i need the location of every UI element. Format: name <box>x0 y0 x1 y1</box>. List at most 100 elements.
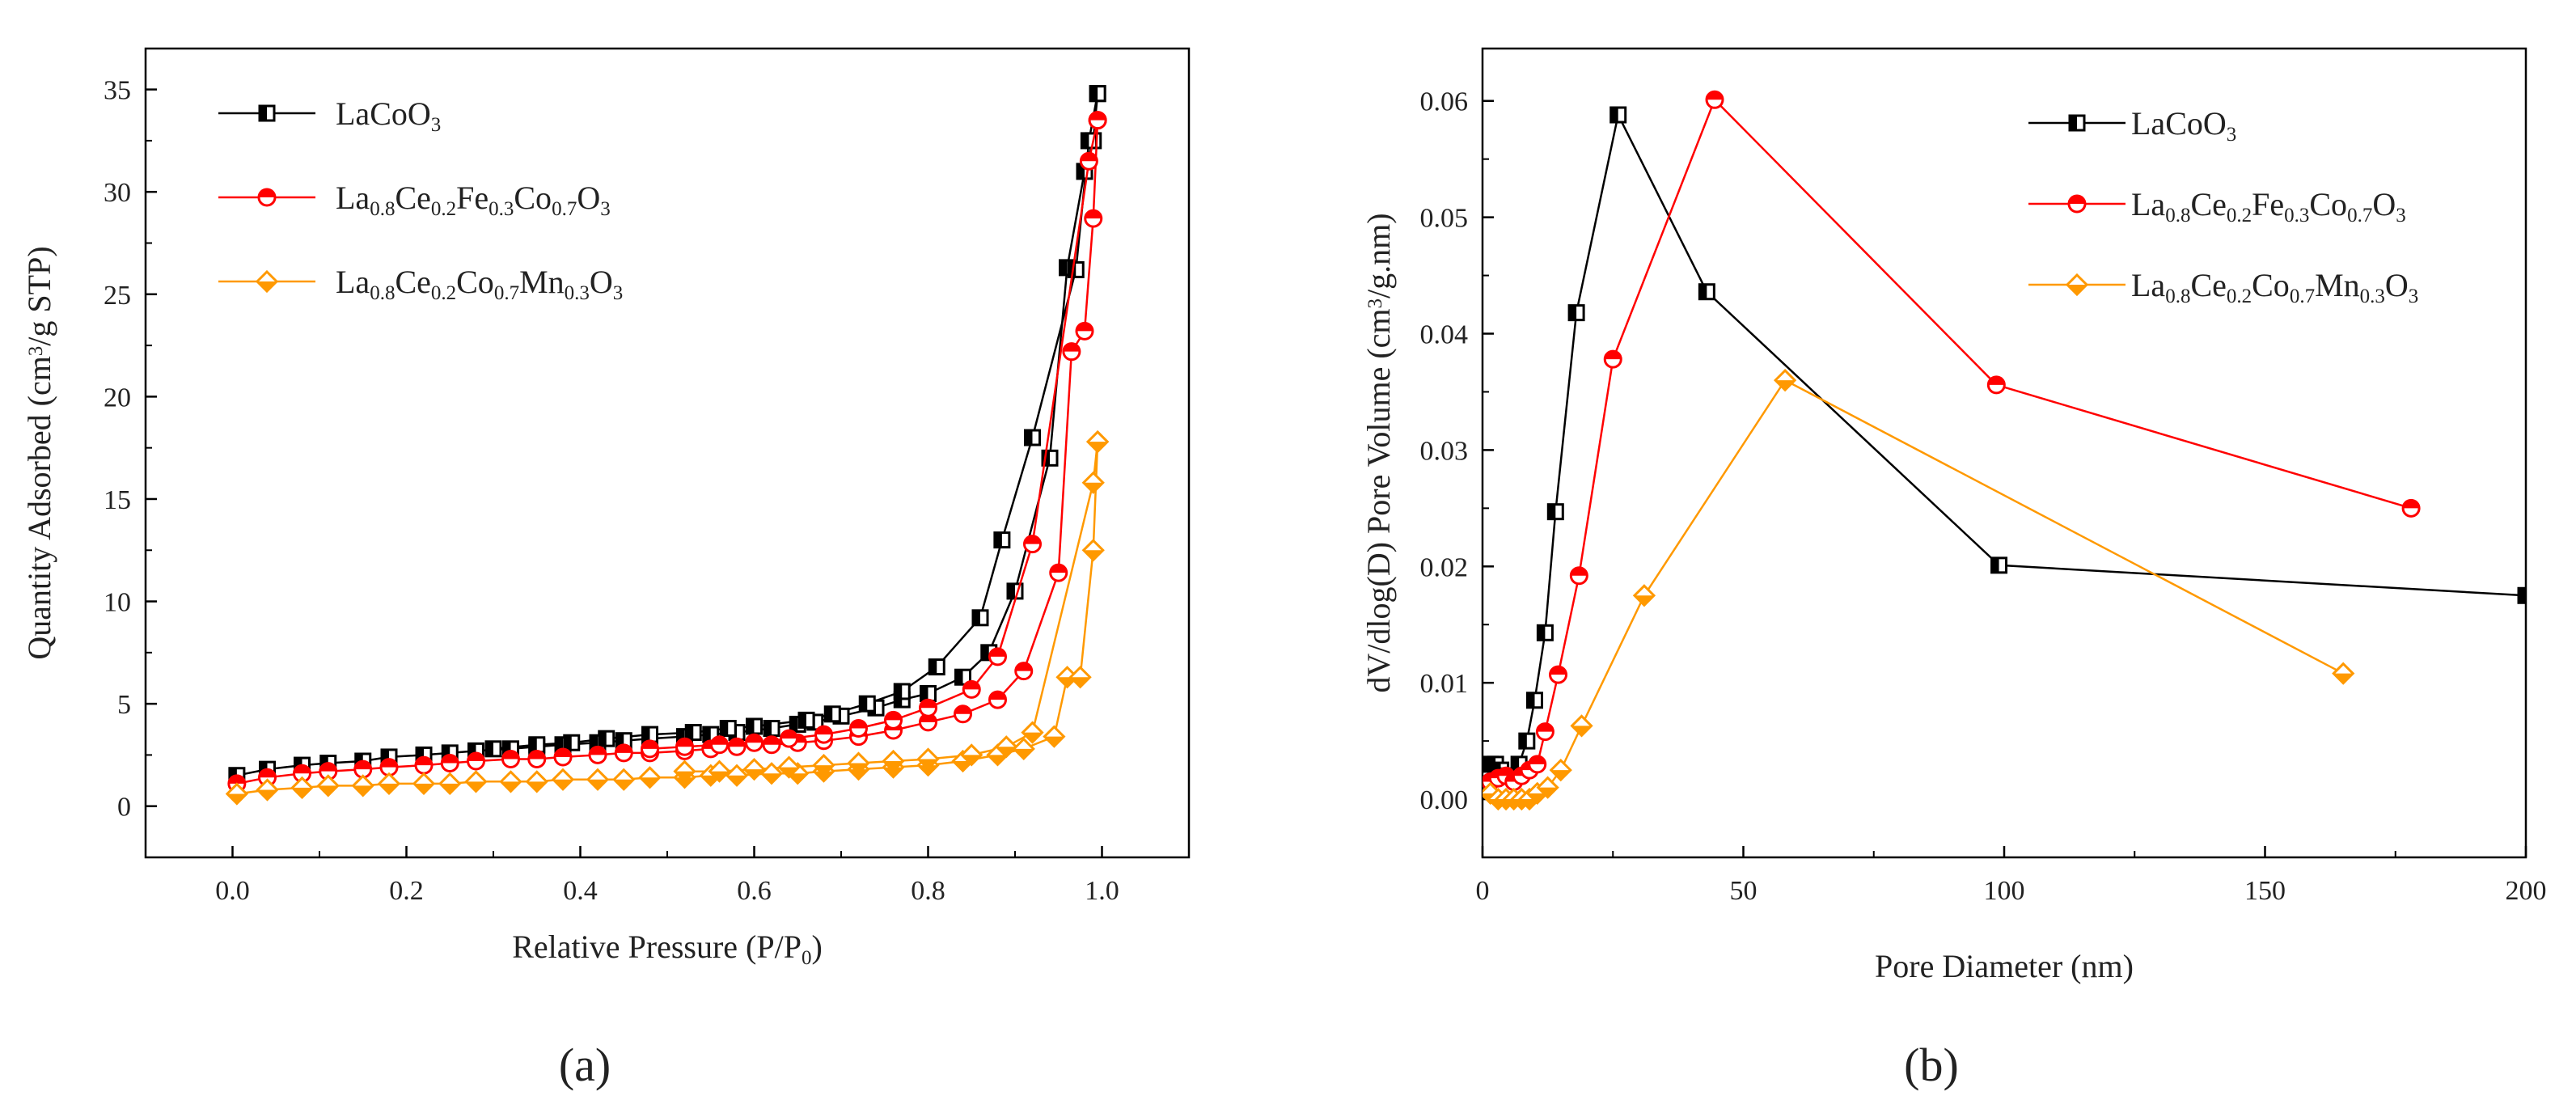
data-point <box>586 768 610 791</box>
data-point <box>553 747 573 767</box>
data-point <box>316 774 340 798</box>
data-point <box>614 743 633 763</box>
data-point <box>995 735 1018 759</box>
legend-marker <box>258 104 276 122</box>
y-axis-title: Quantity Adsorbed (cm3/g STP) <box>21 246 57 659</box>
data-point <box>719 720 737 738</box>
data-point <box>742 758 766 781</box>
data-point <box>1084 209 1103 228</box>
data-point <box>928 658 945 676</box>
legend-label: La0.8Ce0.2Co0.7Mn0.3O3 <box>336 264 623 304</box>
data-point <box>1603 349 1622 369</box>
data-point <box>484 740 502 758</box>
data-point <box>527 749 547 768</box>
data-point <box>710 735 729 755</box>
series-circle <box>227 111 1107 793</box>
data-point <box>1632 584 1656 607</box>
y-tick-label: 20 <box>104 383 131 413</box>
chart-a: 0.0 0.2 0.4 0.6 0.8 1.0 0 5 10 15 20 25 30 35 Relative… <box>21 47 1191 1091</box>
y-tick-label: 30 <box>104 178 131 208</box>
data-point <box>1023 535 1042 554</box>
legend: LaCoO3 La0.8Ce0.2Fe0.3Co0.7O3 La0.8Ce0.2Co… <box>2028 105 2418 307</box>
legend-label: La0.8Ce0.2Co0.7Mn0.3O3 <box>2131 267 2418 307</box>
data-point <box>745 733 763 752</box>
data-point <box>225 782 248 806</box>
y-tick-label: 25 <box>104 281 131 311</box>
data-layer <box>225 85 1110 806</box>
data-point <box>971 609 989 627</box>
data-point <box>2517 586 2526 604</box>
data-point <box>777 755 801 779</box>
data-point <box>1549 665 1568 684</box>
legend-label: La0.8Ce0.2Fe0.3Co0.7O3 <box>2131 186 2406 226</box>
data-point <box>1081 471 1105 494</box>
data-point <box>762 735 781 755</box>
data-point <box>1067 260 1085 278</box>
panel-label: (b) <box>1904 1039 1959 1091</box>
data-point <box>1024 429 1041 446</box>
x-tick-label: 0 <box>1476 876 1490 906</box>
data-point <box>1569 566 1588 586</box>
data-point <box>847 751 870 775</box>
data-point <box>1021 721 1044 744</box>
data-point <box>638 766 662 789</box>
data-point <box>962 679 981 699</box>
data-point <box>1049 563 1068 582</box>
data-point <box>746 717 763 735</box>
x-tick-label: 200 <box>2506 876 2547 906</box>
data-point <box>1609 106 1627 124</box>
data-point <box>814 725 833 744</box>
adsorption-line <box>236 442 1099 795</box>
legend: LaCoO3 La0.8Ce0.2Fe0.3Co0.7O3 La0.8Ce0.2Co… <box>218 95 623 304</box>
y-tick-label: 0.01 <box>1420 669 1469 699</box>
y-tick-label: 0.00 <box>1420 785 1469 815</box>
chart-b: 0 50 100 150 200 0.00 0.01 0.02 0.03 0.04 0.05 0.06… <box>1360 47 2547 1091</box>
data-point <box>353 759 373 779</box>
data-point <box>1773 368 1797 392</box>
plot-frame <box>1481 47 2527 859</box>
data-point <box>1062 342 1081 362</box>
series-line <box>1489 379 2344 801</box>
data-point <box>675 737 694 756</box>
data-point <box>780 729 798 748</box>
data-point <box>379 758 399 777</box>
legend-marker <box>2065 273 2089 297</box>
data-point <box>588 745 607 764</box>
data-point <box>256 778 279 802</box>
panel-label: (a) <box>559 1039 611 1091</box>
data-point <box>954 668 971 686</box>
data-point <box>893 683 911 700</box>
x-tick-label: 50 <box>1730 876 1758 906</box>
data-point <box>884 710 903 730</box>
data-point <box>759 762 784 785</box>
data-point <box>1986 375 2006 395</box>
data-point <box>919 698 937 717</box>
data-point <box>525 770 548 793</box>
data-point <box>916 747 940 771</box>
x-tick-label: 0.4 <box>563 876 598 906</box>
series-diamond <box>1483 368 2355 811</box>
y-tick-label: 5 <box>117 690 131 720</box>
data-point <box>1567 304 1585 322</box>
data-point <box>1012 737 1035 760</box>
data-point <box>1081 539 1105 562</box>
data-point <box>598 730 615 747</box>
x-tick-label: 0.6 <box>737 876 772 906</box>
data-point <box>615 732 632 750</box>
data-point <box>812 753 835 777</box>
data-point <box>823 705 841 723</box>
data-point <box>1518 732 1536 750</box>
data-point <box>1705 90 1724 109</box>
data-point <box>1570 714 1593 738</box>
y-tick-label: 0.05 <box>1420 204 1469 234</box>
data-point <box>377 772 401 795</box>
data-point <box>1528 755 1547 774</box>
data-point <box>414 755 434 775</box>
x-tick-label: 0.2 <box>389 876 424 906</box>
y-tick-label: 15 <box>104 485 131 515</box>
y-tick-label: 35 <box>104 76 131 106</box>
data-point <box>988 647 1007 666</box>
x-axis-title: Relative Pressure (P/P0) <box>512 929 823 969</box>
x-tick-label: 0.0 <box>215 876 250 906</box>
